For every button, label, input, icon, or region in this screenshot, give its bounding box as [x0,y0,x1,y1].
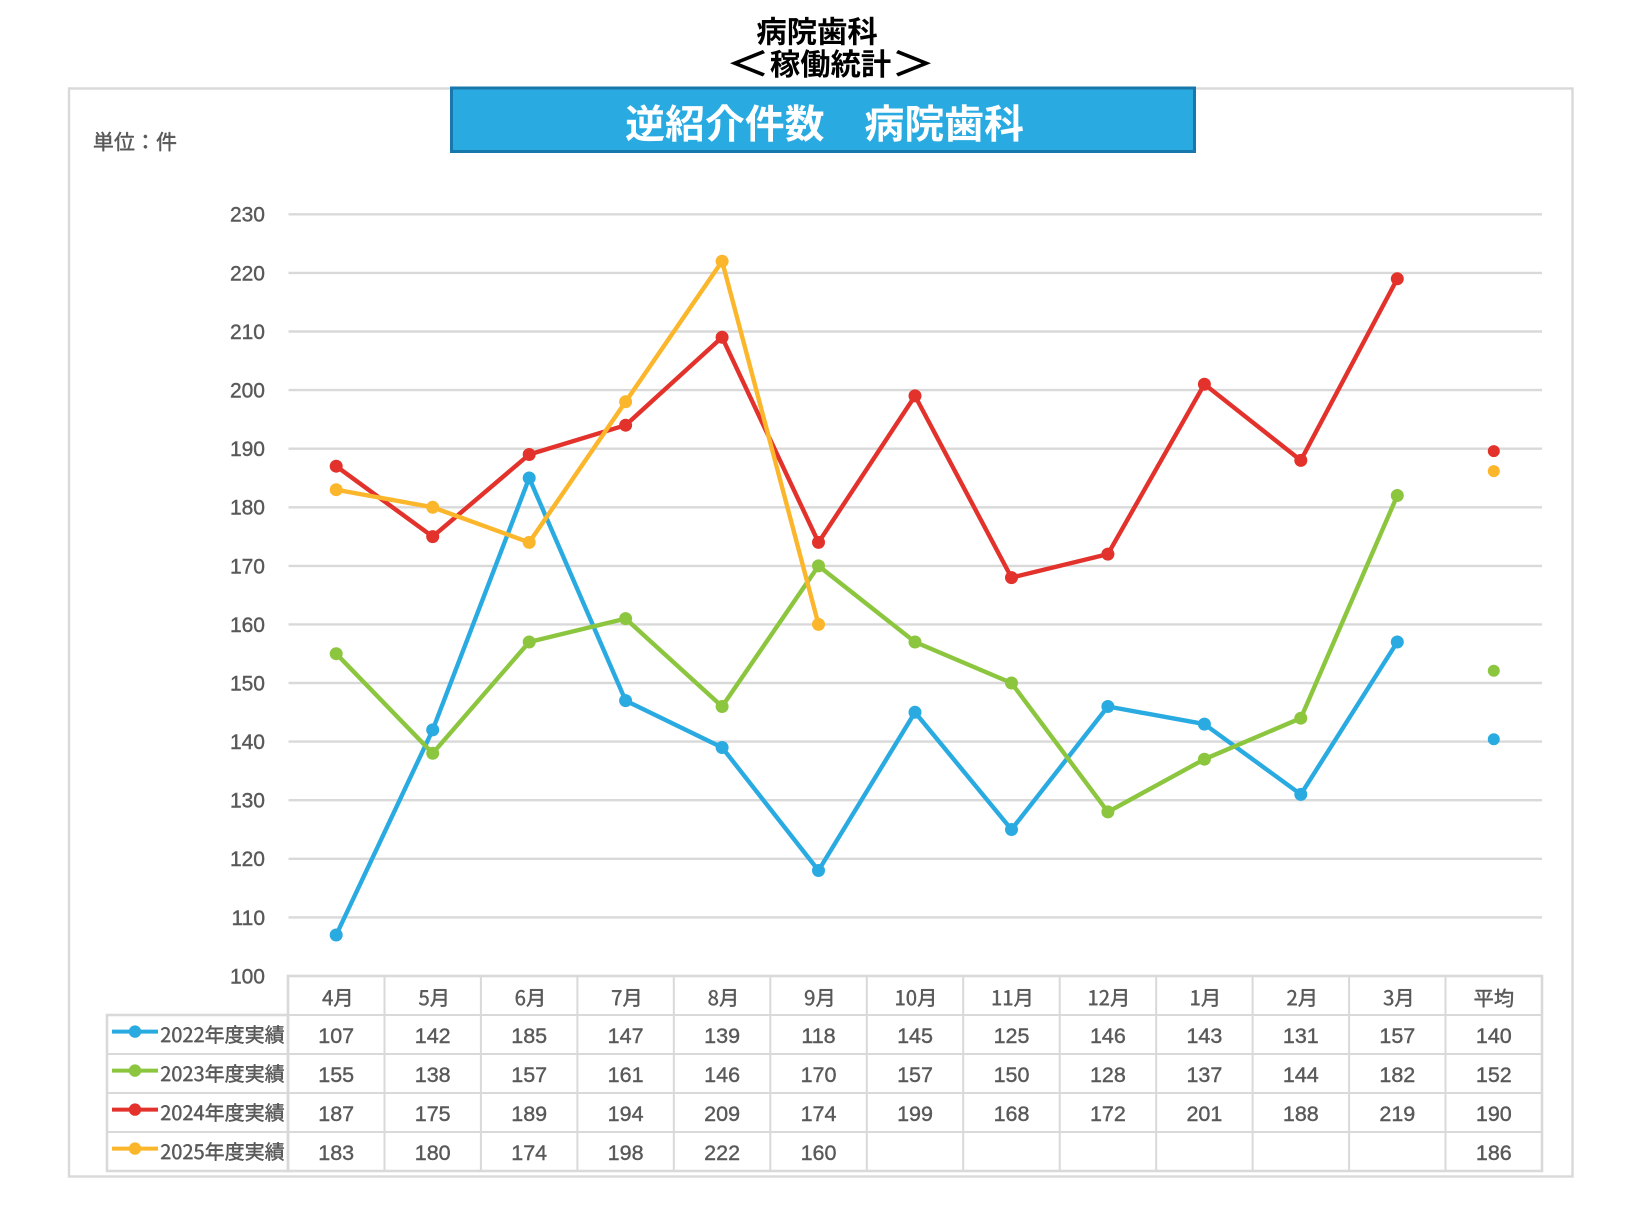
svg-text:110: 110 [232,907,265,930]
svg-text:219: 219 [1379,1102,1415,1126]
svg-text:128: 128 [1090,1063,1126,1087]
svg-text:199: 199 [897,1102,933,1126]
svg-text:107: 107 [318,1024,354,1048]
svg-text:182: 182 [1379,1063,1415,1087]
svg-text:220: 220 [230,262,265,285]
svg-text:118: 118 [801,1024,835,1048]
svg-text:174: 174 [801,1102,837,1126]
svg-text:150: 150 [230,672,265,695]
svg-text:147: 147 [608,1024,644,1048]
svg-text:189: 189 [511,1102,547,1126]
svg-text:187: 187 [318,1102,354,1126]
svg-text:194: 194 [608,1102,644,1126]
svg-text:157: 157 [511,1063,547,1087]
svg-text:210: 210 [230,321,265,344]
svg-text:175: 175 [415,1102,451,1126]
svg-text:144: 144 [1283,1063,1319,1087]
svg-text:152: 152 [1476,1063,1512,1087]
svg-text:139: 139 [704,1024,740,1048]
svg-text:160: 160 [230,614,265,637]
svg-text:160: 160 [801,1141,837,1165]
svg-text:138: 138 [415,1063,451,1087]
svg-text:145: 145 [897,1024,933,1048]
svg-text:131: 131 [1283,1024,1319,1048]
svg-text:209: 209 [704,1102,740,1126]
svg-text:157: 157 [897,1063,933,1087]
svg-text:130: 130 [230,790,265,813]
svg-text:170: 170 [801,1063,837,1087]
svg-text:161: 161 [608,1063,644,1087]
svg-text:230: 230 [230,204,265,227]
svg-text:100: 100 [230,965,265,988]
svg-text:140: 140 [1476,1024,1512,1048]
svg-text:146: 146 [1090,1024,1126,1048]
svg-text:198: 198 [608,1141,644,1165]
svg-text:140: 140 [230,731,265,754]
svg-text:183: 183 [318,1141,354,1165]
svg-text:137: 137 [1186,1063,1222,1087]
svg-text:143: 143 [1186,1024,1222,1048]
svg-text:168: 168 [994,1102,1030,1126]
svg-text:180: 180 [415,1141,451,1165]
svg-text:146: 146 [704,1063,740,1087]
svg-text:185: 185 [511,1024,547,1048]
svg-text:120: 120 [230,848,265,871]
svg-text:142: 142 [415,1024,451,1048]
svg-text:170: 170 [230,555,265,578]
svg-text:174: 174 [511,1141,547,1165]
svg-text:150: 150 [994,1063,1030,1087]
svg-text:201: 201 [1186,1102,1222,1126]
svg-text:190: 190 [230,438,265,461]
svg-text:125: 125 [994,1024,1030,1048]
svg-text:172: 172 [1090,1102,1126,1126]
svg-text:188: 188 [1283,1102,1319,1126]
svg-text:180: 180 [230,497,265,520]
svg-text:186: 186 [1476,1141,1512,1165]
svg-text:200: 200 [230,380,265,403]
svg-text:222: 222 [704,1141,740,1165]
svg-text:155: 155 [318,1063,354,1087]
svg-text:157: 157 [1379,1024,1415,1048]
svg-text:190: 190 [1476,1102,1512,1126]
